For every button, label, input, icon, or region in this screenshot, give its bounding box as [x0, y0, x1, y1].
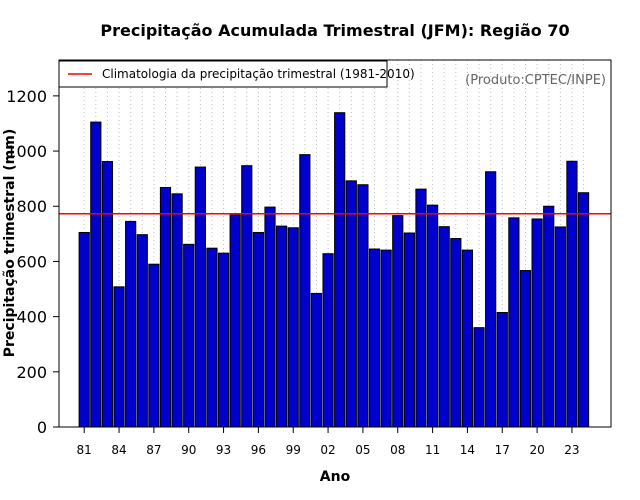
- y-axis: 0 200 400 600 800 1000 1200: [6, 87, 59, 437]
- bar-97: [264, 206, 276, 428]
- bar-82: [90, 121, 102, 428]
- x-tick-label: 08: [390, 443, 405, 457]
- plot-frame: [58, 59, 612, 428]
- bar-83: [101, 161, 114, 428]
- bar-06: [368, 248, 381, 428]
- bar-08: [392, 215, 404, 428]
- bar-99: [287, 227, 299, 428]
- bar-04: [345, 180, 357, 428]
- bar-81: [78, 231, 90, 428]
- bar-13: [450, 238, 462, 428]
- bar-16: [485, 171, 497, 428]
- y-tick-label: 1000: [6, 142, 47, 161]
- bars: [78, 112, 590, 428]
- bar-07: [380, 249, 392, 428]
- bar-18: [508, 217, 520, 428]
- y-tick-label: 800: [16, 197, 47, 216]
- y-tick-label: 400: [16, 308, 47, 327]
- bar-96: [252, 231, 264, 428]
- x-tick-label: 96: [251, 443, 266, 457]
- bar-98: [276, 225, 288, 428]
- bar-89: [171, 193, 183, 428]
- x-axis-label: Ano: [320, 469, 351, 485]
- x-tick-label: 14: [460, 443, 475, 457]
- bar-92: [206, 247, 218, 428]
- x-axis: 81 84 87 90 93 96 99 02 05 08 11 14 17 20 23: [77, 427, 580, 457]
- source-note: (Produto:CPTEC/INPE): [465, 73, 606, 88]
- legend-box: [58, 60, 388, 88]
- bar-22: [554, 226, 566, 428]
- x-tick-label: 87: [146, 443, 161, 457]
- bar-20: [531, 218, 543, 428]
- bar-90: [183, 243, 195, 428]
- y-axis-label: Precipitação trimestral (mm): [2, 129, 18, 357]
- bar-05: [357, 184, 369, 428]
- chart-title: Precipitação Acumulada Trimestral (JFM):…: [100, 21, 569, 40]
- bar-02: [322, 253, 334, 428]
- bar-86: [136, 234, 148, 428]
- legend-label: Climatologia da precipitação trimestral …: [102, 67, 415, 81]
- bar-94: [229, 214, 241, 428]
- bar-01: [310, 292, 323, 428]
- bar-21: [543, 205, 555, 428]
- bar-23: [566, 160, 578, 428]
- bar-93: [217, 252, 230, 428]
- bar-19: [519, 270, 532, 428]
- bar-91: [194, 166, 206, 428]
- x-tick-label: 90: [181, 443, 196, 457]
- y-tick-label: 0: [37, 418, 47, 437]
- x-tick-label: 93: [216, 443, 231, 457]
- bar-00: [299, 154, 311, 428]
- bar-87: [148, 263, 160, 428]
- x-tick-label: 23: [564, 443, 579, 457]
- x-tick-label: 05: [355, 443, 370, 457]
- bar-10: [415, 188, 427, 428]
- y-tick-label: 200: [16, 363, 47, 382]
- x-tick-label: 99: [286, 443, 301, 457]
- x-tick-label: 17: [495, 443, 510, 457]
- bar-14: [461, 249, 474, 428]
- legend: Climatologia da precipitação trimestral …: [58, 60, 415, 88]
- y-tick-label: 600: [16, 252, 47, 271]
- bar-11: [426, 204, 439, 428]
- bar-84: [113, 286, 125, 428]
- x-tick-label: 02: [320, 443, 335, 457]
- bar-95: [241, 165, 253, 428]
- bar-24: [577, 192, 590, 428]
- bar-15: [473, 327, 485, 428]
- bar-03: [334, 112, 346, 428]
- x-tick-label: 81: [77, 443, 92, 457]
- y-tick-label: 1200: [6, 87, 47, 106]
- x-tick-label: 20: [529, 443, 544, 457]
- bar-85: [125, 220, 137, 428]
- x-tick-label: 84: [111, 443, 126, 457]
- bar-88: [159, 186, 172, 428]
- bar-17: [496, 311, 508, 428]
- bar-09: [403, 232, 415, 428]
- x-tick-label: 11: [425, 443, 440, 457]
- bar-12: [438, 226, 450, 428]
